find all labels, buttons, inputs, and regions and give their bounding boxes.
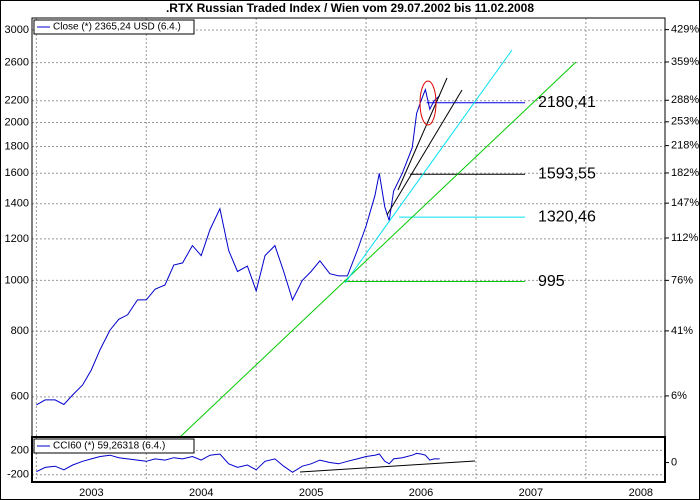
y2-tick-label: 182% [671, 167, 699, 179]
y-tick-label: 1800 [5, 140, 29, 152]
legend-label: Close (*) 2365,24 USD (6.4.) [53, 22, 181, 33]
x-tick-label: 2008 [629, 487, 653, 499]
legend-box [33, 19, 195, 35]
trend-line [179, 61, 577, 438]
y2-tick-label: 288% [671, 94, 699, 106]
legend-box [33, 438, 195, 454]
y-tick-label: 2000 [5, 116, 29, 128]
y-tick-label: 2200 [5, 95, 29, 107]
y2-tick-label: 218% [671, 139, 699, 151]
y-tick-label: 800 [11, 325, 29, 337]
level-label: 2180,41 [538, 94, 596, 111]
panel-frame [31, 436, 666, 483]
drawing-tools [179, 49, 577, 473]
y2-tick-label: 0 [671, 456, 677, 468]
y-tick-label: 1400 [5, 198, 29, 210]
y-tick-label: 600 [11, 391, 29, 403]
y2-tick-label: 76% [671, 274, 693, 286]
level-label: 995 [538, 273, 565, 290]
y-tick-label: 200 [11, 444, 29, 456]
chart-title: .RTX Russian Traded Index / Wien vom 29.… [166, 1, 534, 15]
y2-tick-label: 112% [671, 232, 699, 244]
x-tick-label: 2005 [299, 487, 323, 499]
legend-label: CCI60 (*) 59,26318 (6.4.) [53, 441, 165, 452]
trend-line [344, 49, 513, 284]
y2-tick-label: 429% [671, 24, 699, 36]
series-line [36, 452, 440, 473]
series-line [36, 87, 441, 406]
y-tick-label: 1000 [5, 274, 29, 286]
y2-tick-label: 41% [671, 325, 693, 337]
plots: 6008001000120014001600180020002200260030… [5, 18, 699, 499]
y2-tick-label: 147% [671, 197, 699, 209]
x-tick-label: 2004 [189, 487, 213, 499]
x-tick-label: 2007 [519, 487, 543, 499]
y2-tick-label: 6% [671, 390, 687, 402]
trend-line [397, 77, 448, 191]
level-label: 1593,55 [538, 165, 596, 182]
trend-line [386, 89, 463, 216]
y-tick-label: 1600 [5, 167, 29, 179]
y-tick-label: -200 [7, 469, 29, 481]
y2-tick-label: 359% [671, 56, 699, 68]
y-tick-label: 3000 [5, 24, 29, 36]
y-tick-label: 1200 [5, 233, 29, 245]
x-tick-label: 2003 [79, 487, 103, 499]
y-tick-label: 2600 [5, 57, 29, 69]
highlight-ellipse [419, 80, 437, 126]
level-label: 1320,46 [538, 208, 596, 225]
y2-tick-label: 253% [671, 116, 699, 128]
trend-line [299, 460, 476, 473]
x-tick-label: 2006 [409, 487, 433, 499]
